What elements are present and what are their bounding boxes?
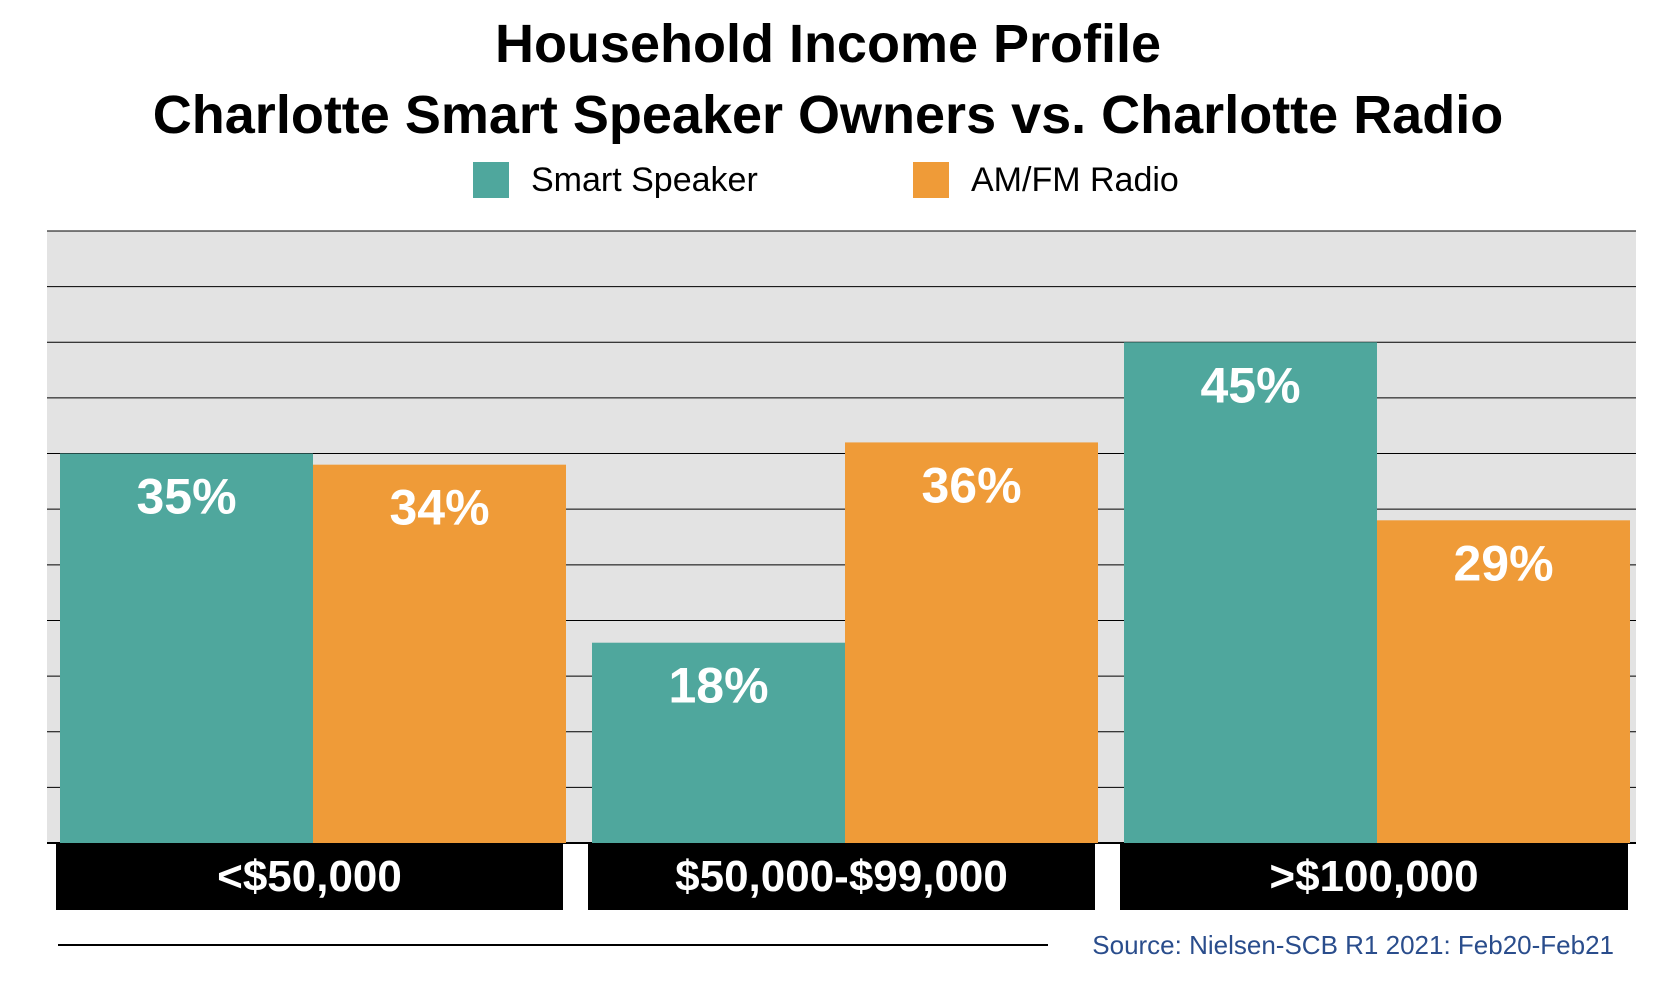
source-note: Source: Nielsen-SCB R1 2021: Feb20-Feb21 — [1092, 930, 1614, 960]
bar-amfm-radio — [313, 464, 566, 843]
data-label-smart-speaker: 18% — [668, 658, 768, 714]
legend-item-amfm-radio: AM/FM Radio — [913, 160, 1179, 200]
category-label-50k-99k: $50,000-$99,000 — [588, 843, 1095, 910]
legend-label-smart-speaker: Smart Speaker — [531, 160, 758, 199]
bar-smart-speaker — [1124, 342, 1377, 843]
bar-amfm-radio — [1377, 520, 1630, 843]
category-label-under-50k: <$50,000 — [56, 843, 563, 910]
bar-amfm-radio — [845, 442, 1098, 843]
chart-subtitle: Charlotte Smart Speaker Owners vs. Charl… — [152, 85, 1504, 145]
source-divider — [58, 944, 1048, 946]
chart-title: Household Income Profile — [494, 14, 1162, 74]
data-label-smart-speaker: 45% — [1200, 357, 1300, 413]
legend-item-smart-speaker: Smart Speaker — [473, 160, 758, 200]
data-label-amfm-radio: 34% — [389, 480, 489, 536]
data-label-smart-speaker: 35% — [136, 469, 236, 525]
bar-smart-speaker — [592, 642, 845, 843]
data-label-amfm-radio: 29% — [1453, 535, 1553, 591]
category-label-over-100k: >$100,000 — [1120, 843, 1628, 910]
legend-swatch-amfm-radio — [913, 162, 949, 198]
legend-swatch-smart-speaker — [473, 162, 509, 198]
legend-label-amfm-radio: AM/FM Radio — [971, 160, 1179, 199]
data-label-amfm-radio: 36% — [921, 457, 1021, 513]
bar-smart-speaker — [60, 453, 313, 843]
